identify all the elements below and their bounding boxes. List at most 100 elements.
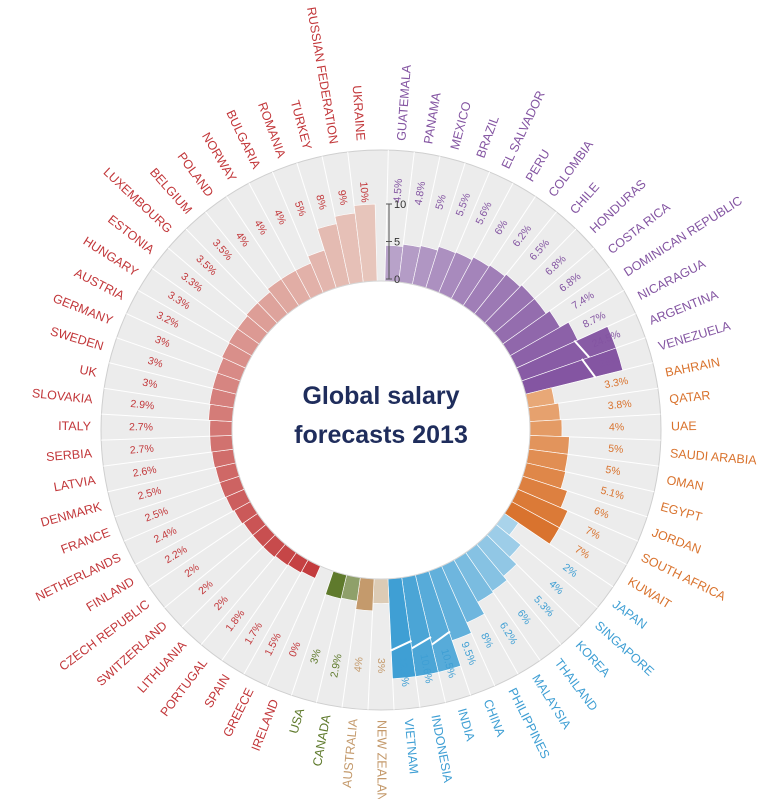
country-label: AUSTRIA [72, 266, 127, 304]
country-label: DENMARK [39, 499, 104, 529]
country-label: NEW ZEALAND [375, 720, 389, 799]
country-label: TURKEY [288, 99, 315, 152]
country-label: INDONESIA [428, 714, 455, 785]
ring-divider [101, 434, 231, 441]
value-label: 2.6% [132, 464, 158, 480]
value-label: 4.5% [391, 178, 405, 203]
country-label: LATVIA [53, 473, 98, 494]
value-label: 0% [287, 640, 304, 659]
value-label: 10.6% [417, 653, 434, 684]
value-label: 12.8% [396, 656, 411, 687]
country-label: KOREA [573, 638, 613, 680]
value-label: 5% [608, 443, 624, 456]
ring-divider [221, 553, 296, 661]
country-label: SPAIN [202, 672, 233, 710]
value-label: 3% [141, 377, 158, 392]
chart-title-line-1: Global salary [302, 382, 459, 410]
ring-divider [148, 514, 257, 588]
country-label: SERBIA [46, 446, 94, 464]
value-label: 8% [313, 193, 328, 211]
ring-divider [200, 545, 285, 645]
scale-break-mark [573, 339, 591, 359]
country-label: VENEZUELA [657, 319, 733, 354]
scale-break-mark [430, 630, 451, 647]
value-label: 2.7% [129, 421, 153, 433]
country-label: SAUDI ARABIA [669, 446, 757, 467]
ring-divider [135, 502, 249, 566]
ring-divider [103, 448, 232, 467]
scale-tick-label: 5 [394, 237, 400, 249]
country-label: RUSSIAN FEDERATION [304, 6, 341, 145]
value-label: 29% [598, 353, 622, 370]
scale-break-mark [580, 358, 597, 379]
country-label: USA [287, 706, 308, 735]
country-label: AUSTRALIA [340, 717, 360, 788]
value-label: 5% [433, 193, 448, 211]
country-label: QATAR [669, 388, 711, 406]
country-label: GREECE [220, 686, 256, 739]
country-label: IRELAND [249, 697, 282, 753]
country-label: BAHRAIN [664, 355, 721, 380]
ring-divider [243, 561, 308, 675]
center-disc [231, 280, 531, 580]
scale-axis: 10 5 0 [386, 199, 406, 286]
bar-uae [529, 419, 563, 437]
country-label: UAE [671, 419, 697, 433]
country-label: GERMANY [51, 291, 115, 328]
ring-divider [164, 525, 265, 609]
ring-divider [266, 567, 321, 687]
country-label: KUWAIT [625, 574, 674, 611]
value-label: 4% [352, 656, 365, 672]
ring-divider [181, 535, 275, 628]
value-label: 3% [146, 355, 164, 371]
country-label: GUATEMALA [394, 64, 414, 142]
country-label: INDIA [455, 707, 478, 744]
value-label: 7% [583, 525, 602, 542]
value-label: 3.3% [603, 375, 629, 391]
country-label: ROMANIA [255, 100, 288, 160]
ring-divider [114, 476, 238, 518]
value-label: 3.8% [607, 398, 632, 412]
country-label: ITALY [58, 419, 92, 433]
value-label: 6% [592, 505, 610, 522]
ring-divider [123, 489, 243, 542]
country-label: CZECH REPUBLIC [57, 597, 153, 673]
chart-title-line-2: forecasts 2013 [294, 421, 468, 449]
country-label: SWEDEN [49, 324, 106, 353]
inner-circle [231, 280, 531, 580]
country-label: PANAMA [421, 91, 443, 145]
scale-tick-label: 10 [394, 199, 406, 211]
value-label: 5% [292, 200, 308, 218]
country-label: BRAZIL [474, 114, 502, 160]
value-label: 2.9% [130, 398, 155, 412]
bar-serbia [209, 435, 234, 453]
country-label: UKRAINE [350, 85, 368, 141]
country-label: MEXICO [448, 100, 474, 152]
country-label: JAPAN [610, 597, 650, 632]
country-label: EGYPT [659, 500, 704, 525]
country-label: UK [78, 363, 98, 380]
value-label: 4% [271, 208, 288, 227]
country-label: FRANCE [59, 525, 112, 556]
bars [208, 203, 624, 680]
value-label: 10% [357, 181, 370, 203]
country-label: CHILE [567, 180, 602, 217]
value-label: 2.7% [129, 443, 154, 457]
country-label: OMAN [665, 473, 704, 493]
value-label: 4.8% [412, 180, 428, 206]
value-label: 3% [308, 647, 324, 665]
scale-break-mark [410, 636, 432, 650]
value-label: 9% [335, 189, 349, 206]
value-label: 4% [609, 421, 624, 433]
scale-break-mark [389, 639, 413, 652]
value-label: 2.9% [328, 653, 344, 679]
ring-divider [107, 462, 234, 493]
country-label: PERU [523, 147, 553, 184]
country-label: VIETNAM [402, 718, 421, 775]
bar-new-zealand [372, 578, 390, 604]
value-label: 3% [153, 334, 172, 351]
scale-tick-label: 0 [394, 274, 400, 286]
country-label: CHINA [481, 697, 508, 739]
bar-italy [209, 419, 233, 437]
